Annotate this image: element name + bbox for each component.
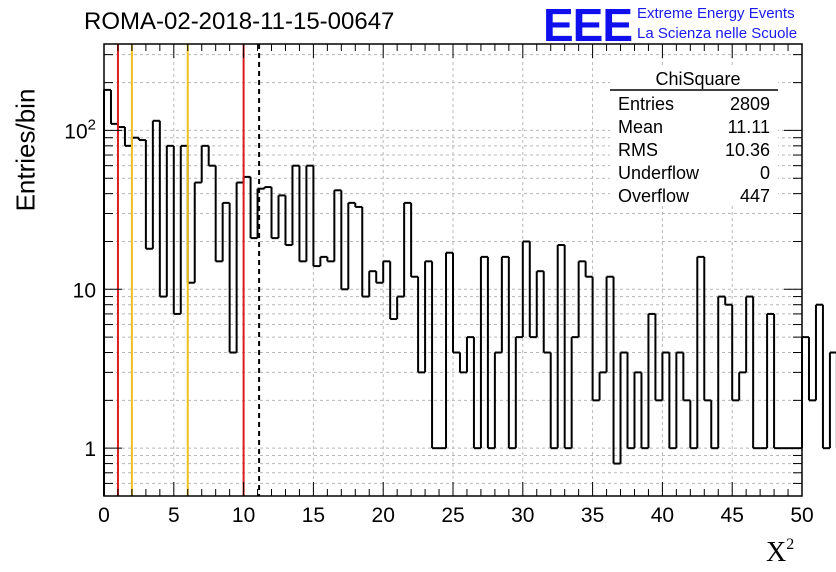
- x-tick-label: 50: [790, 504, 813, 527]
- stats-label: Mean: [618, 117, 663, 137]
- marker-lines-layer: [116, 44, 261, 496]
- stats-label: Entries: [618, 94, 674, 114]
- stats-label: Overflow: [618, 186, 690, 206]
- x-tick-label: 15: [302, 504, 325, 527]
- y-tick-label: 1: [84, 438, 96, 461]
- x-tick-label: 10: [232, 504, 255, 527]
- stats-label: Underflow: [618, 163, 700, 183]
- logo-text-line1: Extreme Energy Events: [637, 5, 795, 22]
- x-tick-label: 45: [721, 504, 744, 527]
- y-tick-label: 10: [73, 279, 96, 302]
- stats-header: ChiSquare: [655, 69, 740, 89]
- stats-value: 2809: [730, 94, 770, 114]
- x-tick-label: 30: [511, 504, 534, 527]
- stats-value: 447: [740, 186, 770, 206]
- axes-layer: 0 5 10 15 20 25 30 35 40 45 50 1 10 102: [64, 43, 814, 527]
- chart-title: ROMA-02-2018-11-15-00647: [84, 8, 395, 35]
- stats-label: RMS: [618, 140, 658, 160]
- stats-value: 11.11: [728, 117, 770, 137]
- x-tick-label: 35: [581, 504, 604, 527]
- x-tick-label: 40: [651, 504, 674, 527]
- x-tick-label: 20: [372, 504, 395, 527]
- x-axis-label-superscript: 2: [786, 536, 795, 553]
- x-tick-label: 0: [98, 504, 110, 527]
- stats-value: 0: [760, 163, 770, 183]
- logo-text-line2: La Scienza nelle Scuole: [637, 25, 798, 42]
- x-axis-label: X2: [766, 536, 795, 568]
- y-tick-label: 102: [64, 116, 96, 143]
- eee-logo: EEE Extreme Energy Events La Scienza nel…: [543, 0, 833, 51]
- stats-value: 10.36: [725, 140, 770, 160]
- logo-mark: EEE: [543, 0, 633, 51]
- x-tick-label: 25: [441, 504, 464, 527]
- stats-box: ChiSquare Entries 2809 Mean 11.11 RMS 10.36 Und…: [610, 66, 778, 206]
- x-tick-label: 5: [168, 504, 180, 527]
